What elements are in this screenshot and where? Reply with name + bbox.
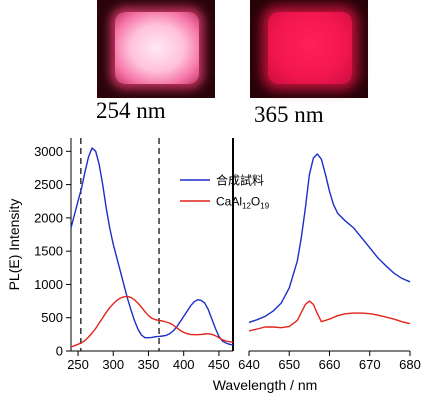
- emission-series-reference-line: [248, 300, 411, 332]
- excitation-series-reference-line: [70, 295, 234, 348]
- y-tick-label: 2000: [34, 210, 63, 225]
- y-tick-label: 1000: [34, 277, 63, 292]
- photo-365nm: [250, 0, 368, 98]
- emission-series-synthesized-line: [248, 153, 411, 324]
- excitation-x-tick-label: 400: [173, 357, 195, 372]
- x-axis-label: Wavelength / nm: [213, 377, 318, 393]
- excitation-x-tick-label: 450: [208, 357, 230, 372]
- excitation-x-tick-label: 250: [67, 357, 89, 372]
- caption-254nm: 254 nm: [96, 98, 166, 123]
- y-tick-label: 3000: [34, 144, 63, 159]
- excitation-series-synthesized-line: [70, 147, 234, 346]
- emission-x-tick-label: 650: [278, 357, 300, 372]
- excitation-x-tick-label: 300: [102, 357, 124, 372]
- luminescent-sample-365nm: [268, 12, 352, 84]
- photo-254nm: [97, 0, 215, 98]
- y-tick-label: 0: [56, 344, 63, 359]
- legend-label-synthesized: 合成試料: [216, 173, 264, 188]
- emission-x-tick-label: 660: [319, 357, 341, 372]
- caption-365nm: 365 nm: [254, 102, 324, 127]
- luminescent-sample-254nm: [115, 12, 199, 84]
- emission-x-tick-label: 640: [238, 357, 260, 372]
- emission-x-tick-label: 670: [359, 357, 381, 372]
- y-tick-label: 1500: [34, 244, 63, 259]
- excitation-x-tick-label: 350: [138, 357, 160, 372]
- y-axis-label: PL(E) Intensity: [6, 199, 22, 291]
- emission-x-tick-label: 680: [399, 357, 421, 372]
- legend-label-reference: CaAl12O19: [216, 195, 270, 211]
- y-tick-label: 500: [41, 310, 63, 325]
- y-tick-label: 2500: [34, 177, 63, 192]
